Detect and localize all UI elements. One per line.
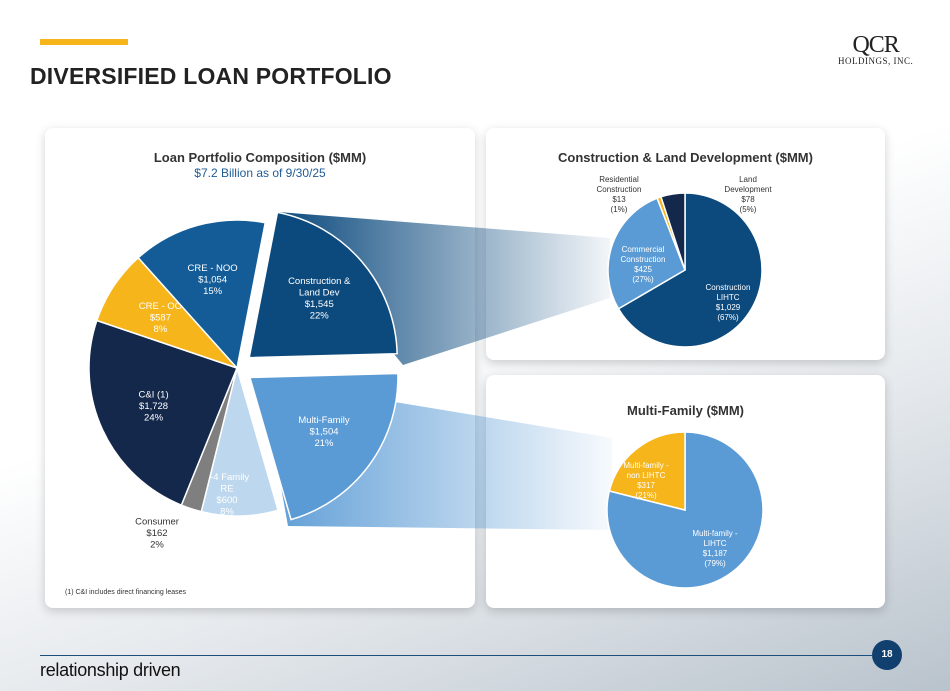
data-label: Multi-family -non LIHTC $317 (21%): [623, 461, 669, 500]
data-label: CRE - NOO $1,054 15%: [188, 263, 238, 297]
accent-bar: [40, 39, 128, 45]
loan-composition-panel: Loan Portfolio Composition ($MM) $7.2 Bi…: [45, 128, 475, 608]
chart-title: Loan Portfolio Composition ($MM): [153, 150, 367, 165]
data-label: Consumer $162 2%: [135, 517, 179, 551]
data-label: Construction LIHTC $1,029 (67%): [706, 283, 751, 322]
company-logo: QCR HOLDINGS, INC.: [838, 32, 914, 66]
tagline: relationship driven: [40, 660, 181, 680]
data-label: Residential Construction $13 (1%): [597, 175, 642, 214]
pie-slice-c-i-1-: [88, 319, 238, 507]
chart-subtitle: $7.2 Billion as of 9/30/25: [194, 166, 326, 180]
chart-title: Multi-Family ($MM): [627, 403, 744, 418]
data-label: Commercial Construction $425 (27%): [621, 245, 666, 284]
footnote: (1) C&I includes direct financing leases: [65, 589, 187, 596]
data-label: C&I (1) $1,728 24%: [139, 390, 169, 424]
pie-slice-land-development: [660, 192, 686, 271]
pie-slice-cre-noo: [137, 219, 267, 370]
pie-slice-construction-land-dev: [248, 211, 398, 359]
data-label: Land Development $78 (5%): [724, 175, 772, 214]
data-label: 1-4 Family RE $600 8%: [205, 472, 250, 518]
data-label: Multi-Family $1,504 21%: [298, 415, 349, 449]
chart-title: Construction & Land Development ($MM): [558, 150, 813, 165]
pie-slice-construction-lihtc: [617, 192, 763, 348]
logo-subtext: HOLDINGS, INC.: [838, 56, 914, 66]
construction-funnel: [278, 212, 610, 365]
logo-text: QCR: [852, 32, 899, 58]
data-label: Construction & Land Dev $1,545 22%: [288, 276, 351, 322]
page-title: DIVERSIFIED LOAN PORTFOLIO: [30, 63, 392, 89]
pie-slice-commercial-construction: [607, 197, 686, 310]
footer-divider: [40, 655, 872, 656]
pie-slice-multi-family-non-lihtc: [608, 431, 686, 511]
page-number: 18: [872, 640, 902, 670]
data-label: CRE - OO $587 8%: [139, 301, 182, 335]
pie-slice-multi-family: [248, 372, 399, 521]
data-label: Multi-family -LIHTC $1,187 (79%): [692, 529, 738, 568]
